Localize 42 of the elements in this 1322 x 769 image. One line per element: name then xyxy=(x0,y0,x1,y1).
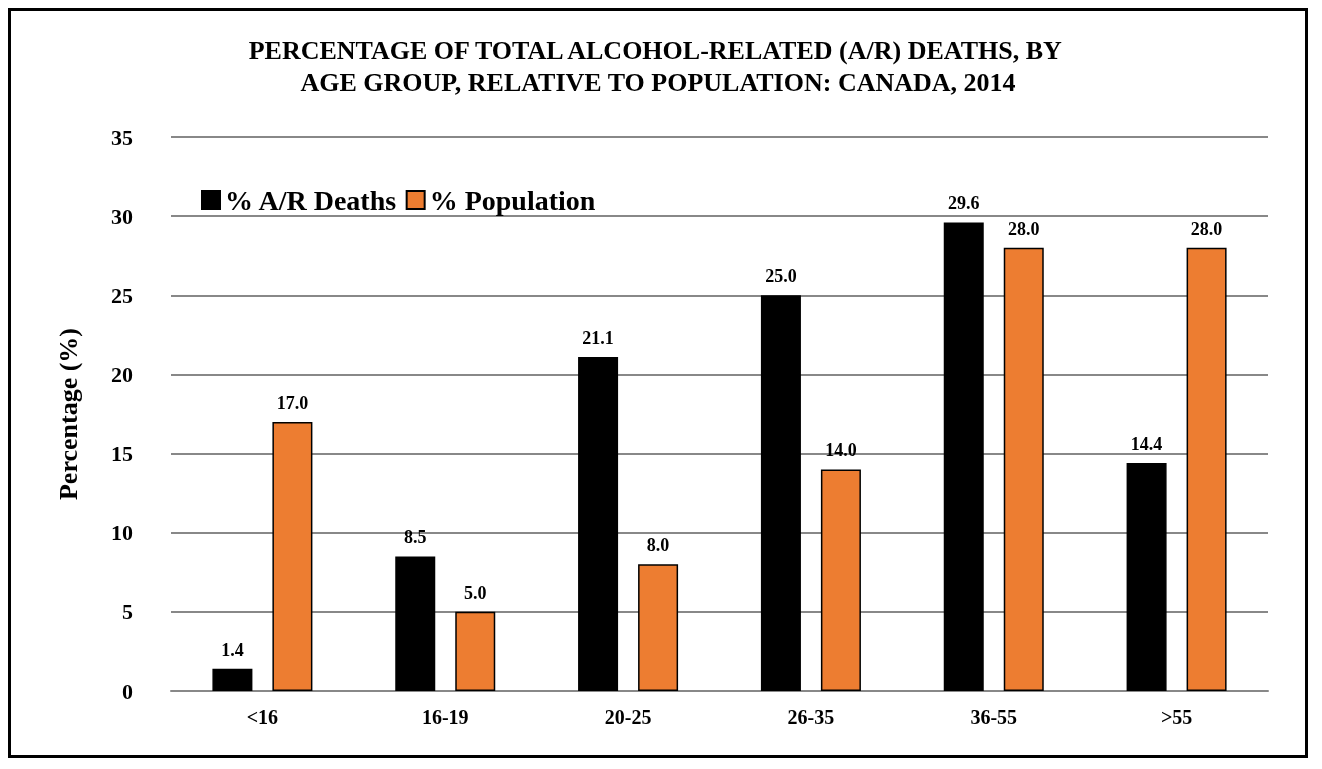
x-tick-label: 26-35 xyxy=(787,706,835,728)
bar xyxy=(1003,247,1044,691)
data-label: 28.0 xyxy=(1008,218,1040,239)
data-label: 8.5 xyxy=(404,527,427,548)
bar xyxy=(578,357,619,691)
x-tick-label: >55 xyxy=(1160,706,1193,728)
bar xyxy=(943,222,984,691)
bar xyxy=(1186,247,1227,691)
legend-label: % A/R Deaths xyxy=(225,184,397,216)
y-tick-label: 25 xyxy=(111,282,133,308)
y-tick-label: 0 xyxy=(122,678,133,704)
x-tick-label: 16-19 xyxy=(421,706,469,728)
y-tick-label: 30 xyxy=(111,203,133,229)
y-tick-label: 5 xyxy=(122,599,133,625)
data-label: 29.6 xyxy=(948,193,980,214)
y-axis-title: Percentage (%) xyxy=(53,327,83,501)
bar xyxy=(395,556,436,691)
data-label: 14.4 xyxy=(1130,434,1163,455)
bar xyxy=(760,295,801,691)
data-label: 25.0 xyxy=(765,266,797,287)
data-label: 28.0 xyxy=(1190,218,1223,239)
data-label: 8.0 xyxy=(646,535,670,556)
data-label: 1.4 xyxy=(221,639,244,660)
y-tick-label: 20 xyxy=(111,361,133,387)
bar xyxy=(272,421,313,691)
bar xyxy=(638,564,679,691)
x-tick-label: 20-25 xyxy=(604,706,652,728)
bar xyxy=(212,668,253,691)
y-tick-label: 15 xyxy=(111,441,133,467)
data-label: 14.0 xyxy=(825,440,857,461)
bar xyxy=(455,611,496,691)
data-label: 5.0 xyxy=(464,582,487,603)
data-label: 17.0 xyxy=(276,392,309,413)
x-tick-label: 36-55 xyxy=(970,706,1018,728)
y-tick-label: 10 xyxy=(111,520,133,546)
legend-label: % Population xyxy=(429,184,596,216)
data-label: 21.1 xyxy=(582,328,614,349)
bar xyxy=(820,469,861,691)
x-tick-label: <16 xyxy=(246,706,279,728)
bar xyxy=(1126,463,1167,691)
chart-title: PERCENTAGE OF TOTAL ALCOHOL-RELATED (A/R) DEATHS, BY AGE GROUP, RELATIVE TO POPULATION: CANADA, 2014 xyxy=(248,35,1068,97)
y-tick-label: 35 xyxy=(111,124,133,150)
